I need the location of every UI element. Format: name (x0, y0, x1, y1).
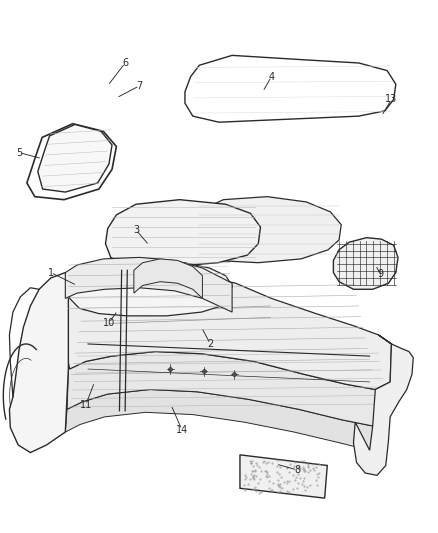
Text: 10: 10 (103, 318, 115, 328)
Polygon shape (333, 238, 398, 289)
Text: 3: 3 (133, 225, 139, 235)
Polygon shape (185, 55, 396, 122)
Polygon shape (38, 125, 112, 192)
Polygon shape (27, 124, 117, 200)
Polygon shape (68, 259, 232, 316)
Text: 5: 5 (16, 148, 22, 158)
Polygon shape (134, 259, 202, 298)
Text: 14: 14 (176, 425, 188, 435)
Polygon shape (65, 270, 392, 390)
Polygon shape (136, 276, 193, 306)
Text: 6: 6 (122, 58, 128, 68)
Polygon shape (10, 272, 68, 453)
Polygon shape (106, 200, 261, 266)
Text: 11: 11 (80, 400, 92, 410)
Polygon shape (353, 335, 413, 475)
Text: 13: 13 (385, 94, 398, 104)
Text: 1: 1 (48, 268, 54, 278)
Polygon shape (193, 197, 341, 263)
Text: 2: 2 (207, 339, 213, 349)
Polygon shape (65, 257, 232, 312)
Text: 9: 9 (378, 269, 384, 279)
Polygon shape (67, 352, 390, 426)
Polygon shape (240, 455, 327, 498)
Text: 4: 4 (268, 71, 275, 82)
Text: 7: 7 (136, 81, 143, 91)
Text: 8: 8 (294, 465, 300, 475)
Polygon shape (65, 390, 389, 450)
